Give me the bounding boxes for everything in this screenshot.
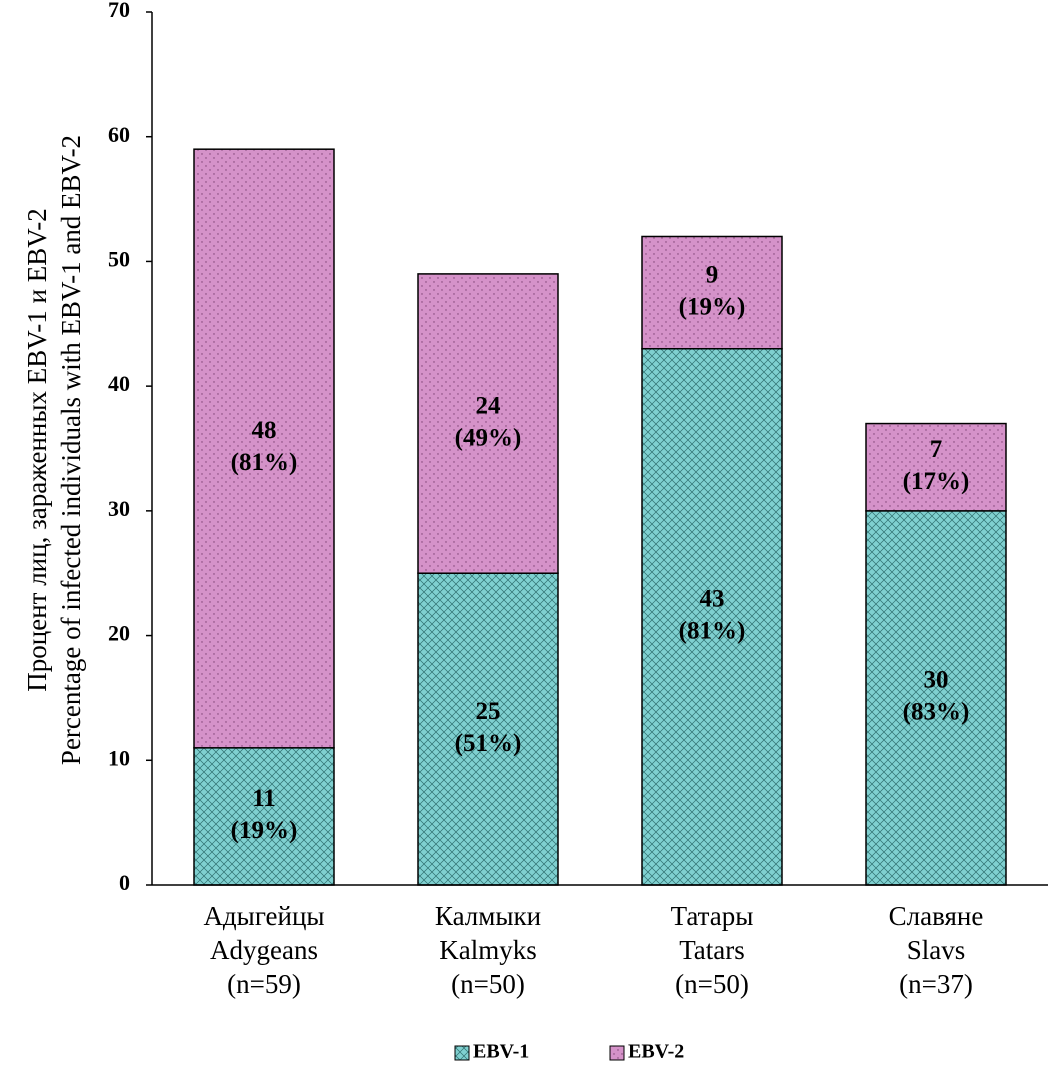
y-tick-label: 60	[108, 122, 130, 147]
y-tick-label: 30	[108, 496, 130, 521]
bar-segment	[193, 747, 335, 886]
x-tick-label: Татары	[671, 901, 754, 931]
x-tick-label: Kalmyks	[439, 935, 537, 965]
data-label: 30	[924, 667, 949, 694]
x-tick-label: Tatars	[679, 935, 745, 965]
x-tick-label: (n=37)	[899, 969, 973, 999]
bar-segment	[193, 148, 335, 749]
bar-segment	[641, 347, 783, 886]
data-label: (49%)	[455, 424, 522, 451]
legend-label: EBV-2	[628, 1041, 684, 1063]
bar-segment	[865, 422, 1007, 512]
y-axis-label: Процент лиц, зараженных EBV-1 и EBV-2	[22, 208, 52, 691]
data-label: 11	[252, 785, 276, 812]
y-tick-label: 20	[108, 621, 130, 646]
data-label: (51%)	[455, 730, 522, 757]
y-axis-label: Percentage of infected individuals with …	[56, 135, 86, 765]
x-tick-label: Славяне	[889, 901, 984, 931]
data-label: (17%)	[903, 468, 970, 495]
legend-swatch	[609, 1045, 625, 1061]
data-label: (81%)	[231, 449, 298, 476]
data-label: (81%)	[679, 618, 746, 645]
x-tick-label: Адыгейцы	[203, 901, 324, 931]
data-label: (19%)	[679, 293, 746, 320]
x-tick-label: (n=59)	[227, 969, 301, 999]
y-tick-label: 70	[108, 0, 130, 22]
x-tick-label: Adygeans	[210, 935, 318, 965]
data-label: 9	[706, 261, 719, 288]
y-tick-label: 10	[108, 745, 130, 770]
y-tick-label: 40	[108, 371, 130, 396]
legend-label: EBV-1	[473, 1041, 529, 1063]
bar-segment	[641, 235, 783, 350]
x-tick-label: Калмыки	[435, 901, 541, 931]
bar-segment	[417, 572, 559, 886]
data-label: 48	[252, 417, 277, 444]
data-label: 7	[930, 436, 943, 463]
x-tick-label: (n=50)	[675, 969, 749, 999]
data-label: (83%)	[903, 699, 970, 726]
data-label: 24	[476, 392, 502, 419]
x-tick-label: (n=50)	[451, 969, 525, 999]
data-label: (19%)	[231, 817, 298, 844]
x-tick-label: Slavs	[907, 935, 966, 965]
bar-segment	[417, 273, 559, 574]
data-label: 43	[700, 586, 725, 613]
y-tick-label: 50	[108, 246, 130, 271]
data-label: 25	[476, 698, 501, 725]
legend-swatch	[454, 1045, 470, 1061]
y-tick-label: 0	[119, 870, 130, 895]
